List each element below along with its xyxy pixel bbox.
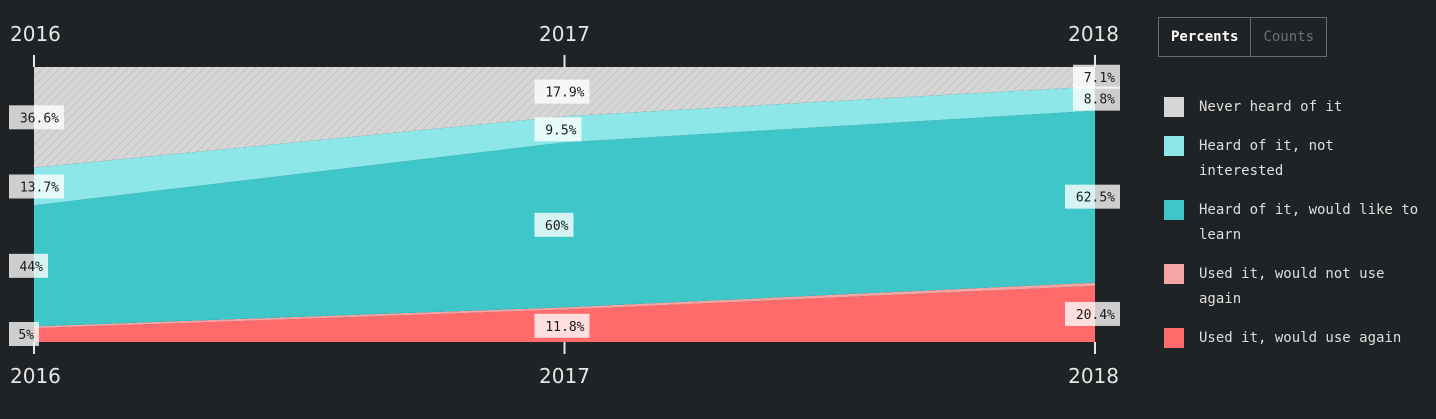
data-label-text: 20.4% [1076, 308, 1115, 323]
chart-legend: Never heard of it Heard of it, not inter… [1164, 95, 1424, 365]
data-label: 60% [534, 212, 574, 237]
x-tick-label-bottom: 2018 [1068, 364, 1119, 388]
data-label-box [9, 105, 64, 130]
data-label-box [534, 79, 590, 104]
legend-label: Used it, would not use again [1199, 266, 1385, 307]
legend-swatch [1164, 97, 1184, 117]
legend-label: Heard of it, would like to learn [1199, 202, 1419, 243]
data-label: 36.6% [9, 105, 64, 130]
data-label-box [1065, 301, 1120, 326]
legend-swatch [1164, 200, 1184, 220]
data-label-text: 5% [18, 328, 34, 343]
legend-label: Heard of it, not interested [1199, 138, 1334, 179]
data-label: 11.8% [534, 313, 590, 338]
x-tick-label-bottom: 2016 [10, 364, 61, 388]
data-label: 20.4% [1065, 301, 1120, 326]
legend-item-never-heard[interactable]: Never heard of it [1164, 95, 1424, 120]
percents-toggle-button[interactable]: Percents [1171, 29, 1239, 45]
data-label: 17.9% [534, 79, 590, 104]
data-label-box [1065, 184, 1120, 209]
data-label-text: 60% [545, 219, 569, 234]
percents-counts-toggle[interactable]: Percents Counts [1158, 17, 1328, 57]
counts-toggle-button[interactable]: Counts [1250, 18, 1326, 56]
x-tick-label-top: 2017 [539, 22, 590, 46]
legend-swatch [1164, 136, 1184, 156]
data-label: 8.8% [1073, 86, 1120, 111]
data-label: 44% [9, 253, 48, 278]
legend-item-would-like-to-learn[interactable]: Heard of it, would like to learn [1164, 198, 1424, 248]
legend-item-would-not-use-again[interactable]: Used it, would not use again [1164, 262, 1424, 312]
legend-item-would-use-again[interactable]: Used it, would use again [1164, 326, 1424, 351]
data-label-text: 62.5% [1076, 191, 1115, 206]
stacked-area-chart: 2016 2016 2017 2017 2018 2018 5% 11.8% 20.4% 44%… [9, 22, 1120, 388]
data-label: 13.7% [9, 174, 64, 199]
data-label-box [1073, 64, 1120, 89]
data-label-text: 7.1% [1084, 71, 1115, 86]
data-label-text: 13.7% [20, 180, 59, 195]
data-label: 5% [9, 322, 39, 346]
data-label-text: 36.6% [20, 111, 59, 126]
data-label-box [534, 117, 582, 142]
data-label: 62.5% [1065, 184, 1120, 209]
data-label-box [9, 253, 48, 278]
data-label: 9.5% [534, 117, 582, 142]
data-label-box [1073, 86, 1120, 111]
area-never-heard-of-it[interactable] [34, 67, 1095, 168]
data-label-text: 8.8% [1084, 93, 1115, 108]
data-label-text: 17.9% [545, 86, 584, 101]
data-label-box [534, 212, 574, 237]
data-label-box [9, 322, 39, 346]
data-label-text: 44% [20, 260, 44, 275]
x-tick-label-top: 2018 [1068, 22, 1119, 46]
legend-label: Used it, would use again [1199, 330, 1402, 346]
data-label-text: 9.5% [545, 123, 576, 138]
legend-label: Never heard of it [1199, 99, 1343, 115]
legend-item-not-interested[interactable]: Heard of it, not interested [1164, 134, 1424, 184]
data-label: 7.1% [1073, 64, 1120, 89]
legend-swatch [1164, 328, 1184, 348]
x-tick-label-top: 2016 [10, 22, 61, 46]
area-used-it-would-not-use-again[interactable] [34, 282, 1095, 329]
area-heard-of-it-not-interested[interactable] [34, 86, 1095, 206]
legend-swatch [1164, 264, 1184, 284]
data-label-text: 11.8% [545, 320, 584, 335]
data-label-box [9, 174, 64, 199]
data-label-box [534, 313, 590, 338]
x-tick-label-bottom: 2017 [539, 364, 590, 388]
